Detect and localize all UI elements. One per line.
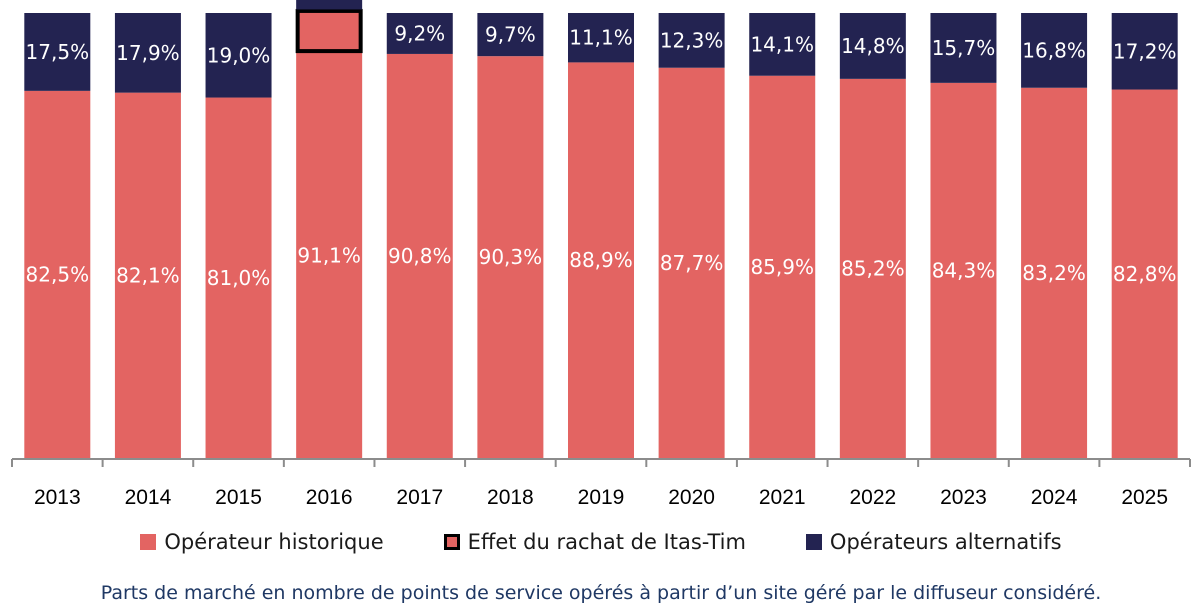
data-label-alternatifs: 14,8% bbox=[841, 34, 905, 58]
data-label-historique: 91,1% bbox=[297, 243, 361, 267]
bar-historique bbox=[24, 90, 91, 458]
data-label-historique: 83,2% bbox=[1022, 261, 1086, 285]
data-label-alternatifs: 15,7% bbox=[932, 36, 996, 60]
bar-itas-tim bbox=[295, 8, 363, 54]
bar-historique bbox=[839, 78, 906, 459]
bar-historique bbox=[386, 53, 453, 458]
legend-item-alternatifs: Opérateurs alternatifs bbox=[805, 530, 1062, 554]
x-tick-label: 2023 bbox=[940, 486, 987, 509]
bar-alternatifs bbox=[205, 13, 272, 98]
x-tick-label: 2025 bbox=[1121, 486, 1168, 509]
data-label-alternatifs: 19,0% bbox=[207, 43, 271, 67]
bar-alternatifs bbox=[930, 13, 997, 83]
x-tick-label: 2017 bbox=[396, 486, 443, 509]
data-label-alternatifs: 9,2% bbox=[394, 21, 445, 45]
x-tick-label: 2022 bbox=[849, 486, 896, 509]
data-label-historique: 82,5% bbox=[26, 262, 90, 286]
x-tick-label: 2024 bbox=[1031, 486, 1078, 509]
data-label-historique: 88,9% bbox=[569, 248, 633, 272]
legend-label-historique: Opérateur historique bbox=[164, 530, 384, 554]
bar-alternatifs bbox=[1021, 13, 1088, 88]
bar-alternatifs bbox=[386, 13, 453, 54]
stacked-bar-chart: 82,5% 17,5% 2013 82,1% 17,9% 2014 81,0% 19,0% 20… bbox=[11, 0, 1191, 509]
legend-label-itas-tim: Effet du rachat de Itas-Tim bbox=[467, 530, 746, 554]
x-tick-label: 2016 bbox=[306, 486, 353, 509]
data-label-alternatifs: 16,8% bbox=[1022, 38, 1086, 62]
x-tick-label: 2020 bbox=[668, 486, 715, 509]
x-tick-label: 2018 bbox=[487, 486, 534, 509]
data-label-alternatifs: 17,9% bbox=[116, 41, 180, 65]
bar-alternatifs bbox=[296, 0, 363, 10]
bar-alternatifs bbox=[477, 13, 544, 57]
bar-historique bbox=[114, 92, 181, 458]
bar-alternatifs bbox=[658, 13, 725, 68]
legend-item-historique: Opérateur historique bbox=[140, 530, 384, 554]
data-label-historique: 85,2% bbox=[841, 256, 905, 280]
x-tick-label: 2015 bbox=[215, 486, 262, 509]
bar-alternatifs bbox=[839, 13, 906, 79]
data-label-historique: 81,0% bbox=[207, 266, 271, 290]
bar-historique bbox=[296, 52, 363, 458]
data-label-historique: 82,1% bbox=[116, 263, 180, 287]
data-label-alternatifs: 8,9% bbox=[304, 0, 355, 2]
data-label-historique: 90,3% bbox=[479, 245, 543, 269]
bar-alternatifs bbox=[114, 13, 181, 93]
bar-historique bbox=[658, 67, 725, 459]
data-label-alternatifs: 12,3% bbox=[660, 28, 724, 52]
data-label-alternatifs: 17,2% bbox=[1113, 39, 1177, 63]
x-tick-label: 2021 bbox=[759, 486, 806, 509]
x-tick-label: 2013 bbox=[34, 486, 81, 509]
legend-swatch-itas-tim bbox=[443, 534, 460, 550]
data-label-alternatifs: 17,5% bbox=[26, 40, 90, 64]
data-label-alternatifs: 11,1% bbox=[569, 26, 633, 50]
bar-alternatifs bbox=[568, 13, 634, 63]
bar-alternatifs bbox=[1111, 13, 1178, 90]
bar-historique bbox=[749, 75, 816, 459]
bar-alternatifs bbox=[24, 13, 91, 91]
bar-historique bbox=[930, 82, 997, 459]
x-tick-label: 2014 bbox=[125, 486, 172, 509]
legend-item-itas-tim: Effet du rachat de Itas-Tim bbox=[443, 530, 746, 554]
data-label-historique: 87,7% bbox=[660, 251, 724, 275]
legend-label-alternatifs: Opérateurs alternatifs bbox=[829, 530, 1062, 554]
bar-historique bbox=[477, 56, 544, 458]
bar-historique bbox=[1021, 87, 1088, 458]
bar-historique bbox=[568, 62, 634, 459]
data-label-historique: 84,3% bbox=[932, 258, 996, 282]
bar-historique bbox=[1111, 89, 1178, 458]
chart-legend: Opérateur historique Effet du rachat de … bbox=[0, 530, 1202, 554]
data-label-historique: 85,9% bbox=[750, 255, 814, 279]
chart-footnote: Parts de marché en nombre de points de s… bbox=[100, 582, 1102, 604]
bar-alternatifs bbox=[749, 13, 816, 76]
data-label-alternatifs: 14,1% bbox=[750, 32, 814, 56]
data-label-historique: 90,8% bbox=[388, 244, 452, 268]
data-label-historique: 82,8% bbox=[1113, 262, 1177, 286]
data-label-alternatifs: 9,7% bbox=[485, 23, 536, 47]
legend-swatch-historique bbox=[140, 534, 157, 550]
legend-swatch-alternatifs bbox=[805, 534, 822, 550]
x-tick-label: 2019 bbox=[578, 486, 625, 509]
bar-historique bbox=[205, 97, 272, 459]
